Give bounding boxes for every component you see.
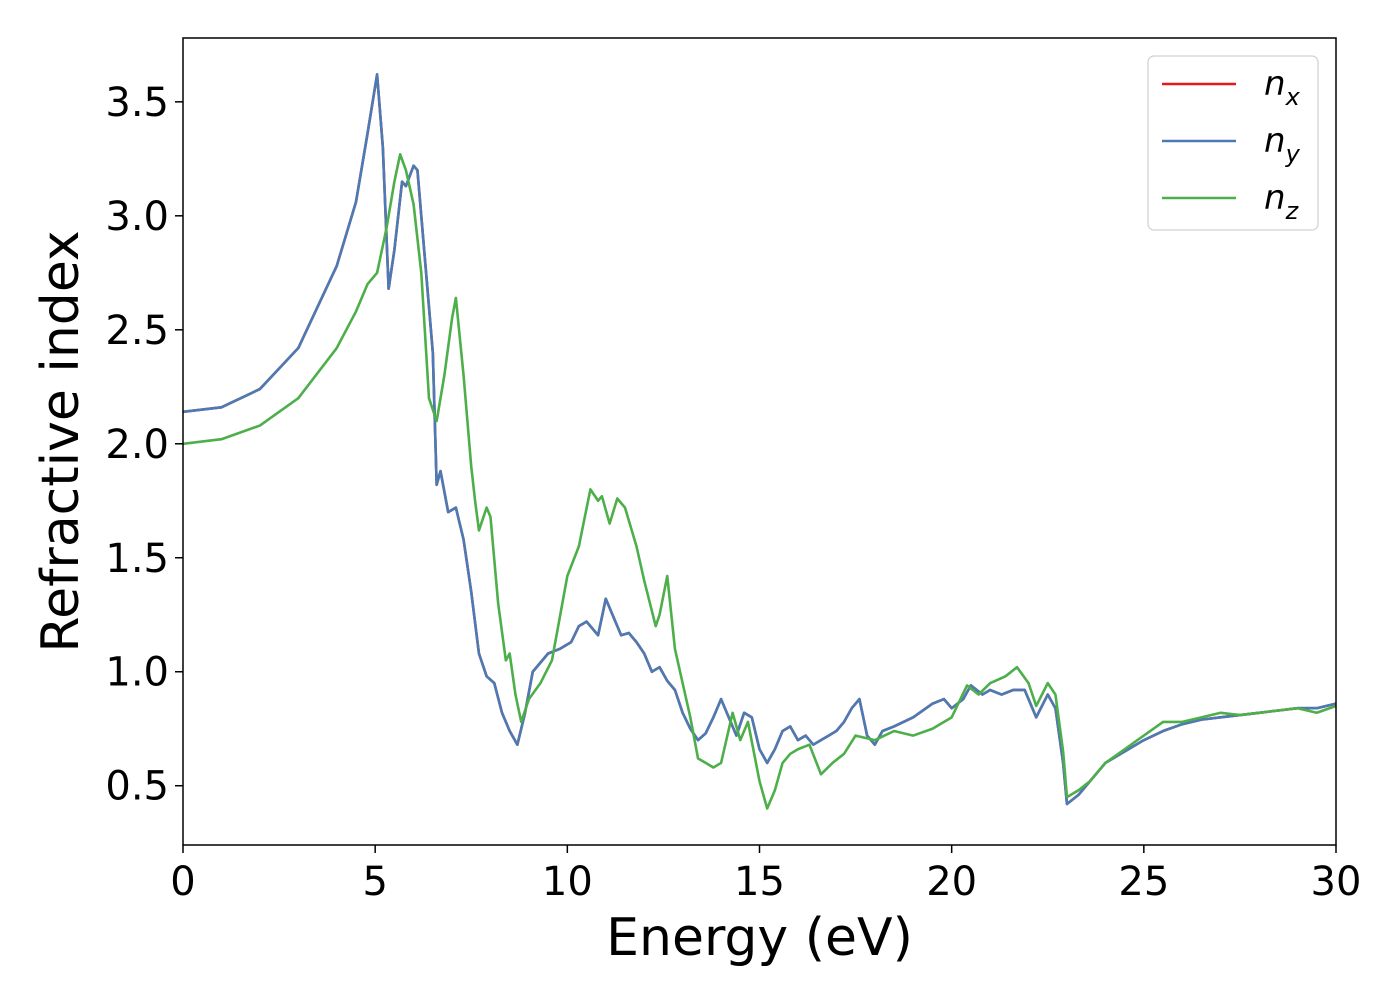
x-tick-label: 10 <box>542 859 593 905</box>
series-line-nz <box>183 152 1336 810</box>
x-tick-label: 25 <box>1118 859 1169 905</box>
plot-frame <box>182 37 1337 846</box>
legend-label-nz: nz <box>1264 178 1300 225</box>
legend-label-subscript: x <box>1285 83 1301 111</box>
y-tick-label: 0.5 <box>105 764 169 810</box>
legend-label-nx: nx <box>1264 64 1301 111</box>
legend-label-ny: ny <box>1264 121 1301 168</box>
y-tick-label: 1.5 <box>105 536 169 582</box>
y-axis-label: Refractive index <box>31 230 91 652</box>
x-tick-label: 20 <box>926 859 977 905</box>
ticks-layer: 0 5 10 15 20 25 30 0.5 1.0 1.5 2.0 2.5 3.0 3.5 <box>105 80 1361 905</box>
y-tick-label: 1.0 <box>105 650 169 696</box>
series-line-ny <box>183 73 1336 806</box>
x-tick-label: 30 <box>1311 859 1362 905</box>
legend-label-base: n <box>1264 121 1286 161</box>
series-layer <box>183 73 1336 810</box>
x-axis-label: Energy (eV) <box>606 908 913 968</box>
legend-frame <box>1147 55 1319 231</box>
legend-label-subscript: y <box>1285 140 1301 168</box>
y-tick-label: 3.5 <box>105 80 169 126</box>
x-tick-label: 15 <box>734 859 785 905</box>
legend-label-base: n <box>1264 178 1286 218</box>
x-tick-label: 5 <box>362 859 387 905</box>
legend-label-subscript: z <box>1285 197 1300 225</box>
y-tick-label: 2.0 <box>105 422 169 468</box>
x-tick-label: 0 <box>170 859 195 905</box>
y-tick-label: 2.5 <box>105 308 169 354</box>
y-tick-label: 3.0 <box>105 194 169 240</box>
legend-label-base: n <box>1264 64 1286 104</box>
